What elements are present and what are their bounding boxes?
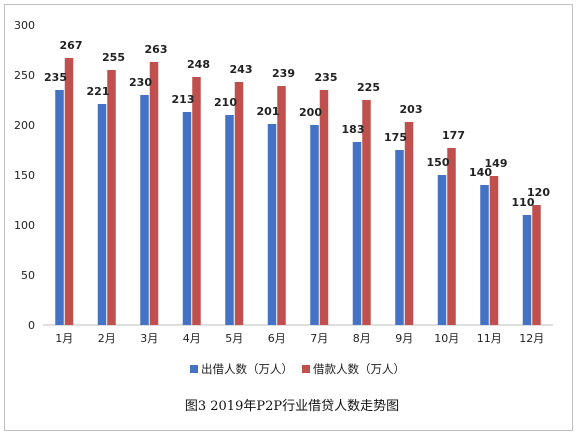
x-tick-label: 3月	[140, 332, 158, 345]
data-label: 263	[145, 43, 168, 56]
x-tick-label: 9月	[395, 332, 413, 345]
data-label: 175	[384, 131, 407, 144]
legend-label: 出借人数（万人）	[201, 362, 293, 376]
data-label: 267	[60, 39, 83, 52]
x-tick-label: 1月	[55, 332, 73, 345]
bar-lenders	[182, 112, 192, 325]
data-label: 235	[44, 71, 67, 84]
x-tick-label: 2月	[98, 332, 116, 345]
bar-borrowers	[107, 70, 116, 325]
x-tick-label: 12月	[519, 332, 544, 345]
data-label: 213	[172, 93, 195, 106]
data-label: 201	[257, 105, 280, 118]
data-label: 149	[485, 157, 508, 170]
data-label: 150	[427, 156, 450, 169]
bar-lenders	[55, 90, 64, 325]
bar-borrowers	[149, 62, 159, 325]
bar-lenders	[522, 215, 532, 325]
bar-lenders	[310, 125, 319, 325]
axes: 0 50 100 150 200 250 300 1月 2月 3月 4月 5月 6月 7月 8月 9月 10月 1…	[14, 19, 553, 345]
data-label: 177	[442, 129, 465, 142]
x-tick-label: 7月	[310, 332, 328, 345]
legend: 出借人数（万人） 借款人数（万人）	[190, 362, 405, 376]
bar-borrowers	[64, 58, 74, 325]
bar-lenders	[267, 124, 277, 325]
legend-label: 借款人数（万人）	[313, 362, 405, 376]
bar-lenders	[395, 150, 404, 325]
data-label: 200	[299, 106, 322, 119]
x-tick-label: 8月	[353, 332, 371, 345]
bar-lenders	[352, 142, 362, 325]
bar-borrowers	[234, 82, 244, 325]
y-tick-label: 0	[28, 319, 35, 332]
bar-borrowers	[404, 122, 414, 325]
legend-swatch-borrowers	[302, 365, 310, 373]
data-label: 243	[230, 63, 253, 76]
y-tick-label: 50	[21, 269, 35, 282]
data-labels: 235 267 221 255 230 263 213 248 210 243 201 239 200 2…	[44, 39, 550, 209]
x-tick-label: 4月	[183, 332, 201, 345]
y-tick-label: 150	[14, 169, 35, 182]
y-tick-label: 250	[14, 69, 35, 82]
y-tick-label: 200	[14, 119, 35, 132]
bar-lenders	[437, 175, 447, 325]
bar-borrowers	[489, 176, 499, 325]
data-label: 221	[87, 85, 110, 98]
data-label: 255	[102, 51, 125, 64]
bar-borrowers	[192, 77, 201, 325]
data-label: 235	[315, 71, 338, 84]
bars	[55, 58, 541, 325]
bar-lenders	[97, 104, 107, 325]
y-tick-label: 100	[14, 219, 35, 232]
bar-lenders	[480, 185, 489, 325]
data-label: 230	[129, 76, 152, 89]
data-label: 210	[214, 96, 237, 109]
data-label: 120	[527, 186, 550, 199]
bar-borrowers	[319, 90, 329, 325]
x-tick-label: 10月	[434, 332, 459, 345]
x-tick-label: 6月	[268, 332, 286, 345]
bar-lenders	[140, 95, 149, 325]
x-tick-label: 5月	[225, 332, 243, 345]
data-label: 110	[512, 196, 535, 209]
legend-swatch-lenders	[190, 365, 198, 373]
bar-borrowers	[277, 86, 286, 325]
data-label: 248	[187, 58, 210, 71]
data-label: 203	[400, 103, 423, 116]
x-tick-label: 11月	[477, 332, 502, 345]
y-tick-label: 300	[14, 19, 35, 32]
bar-borrowers	[532, 205, 541, 325]
bar-borrowers	[362, 100, 371, 325]
bar-lenders	[225, 115, 234, 325]
chart-caption: 图3 2019年P2P行业借贷人数走势图	[185, 398, 399, 414]
bar-borrowers	[447, 148, 456, 325]
data-label: 239	[272, 67, 295, 80]
data-label: 140	[469, 166, 492, 179]
data-label: 183	[342, 123, 365, 136]
data-label: 225	[357, 81, 380, 94]
